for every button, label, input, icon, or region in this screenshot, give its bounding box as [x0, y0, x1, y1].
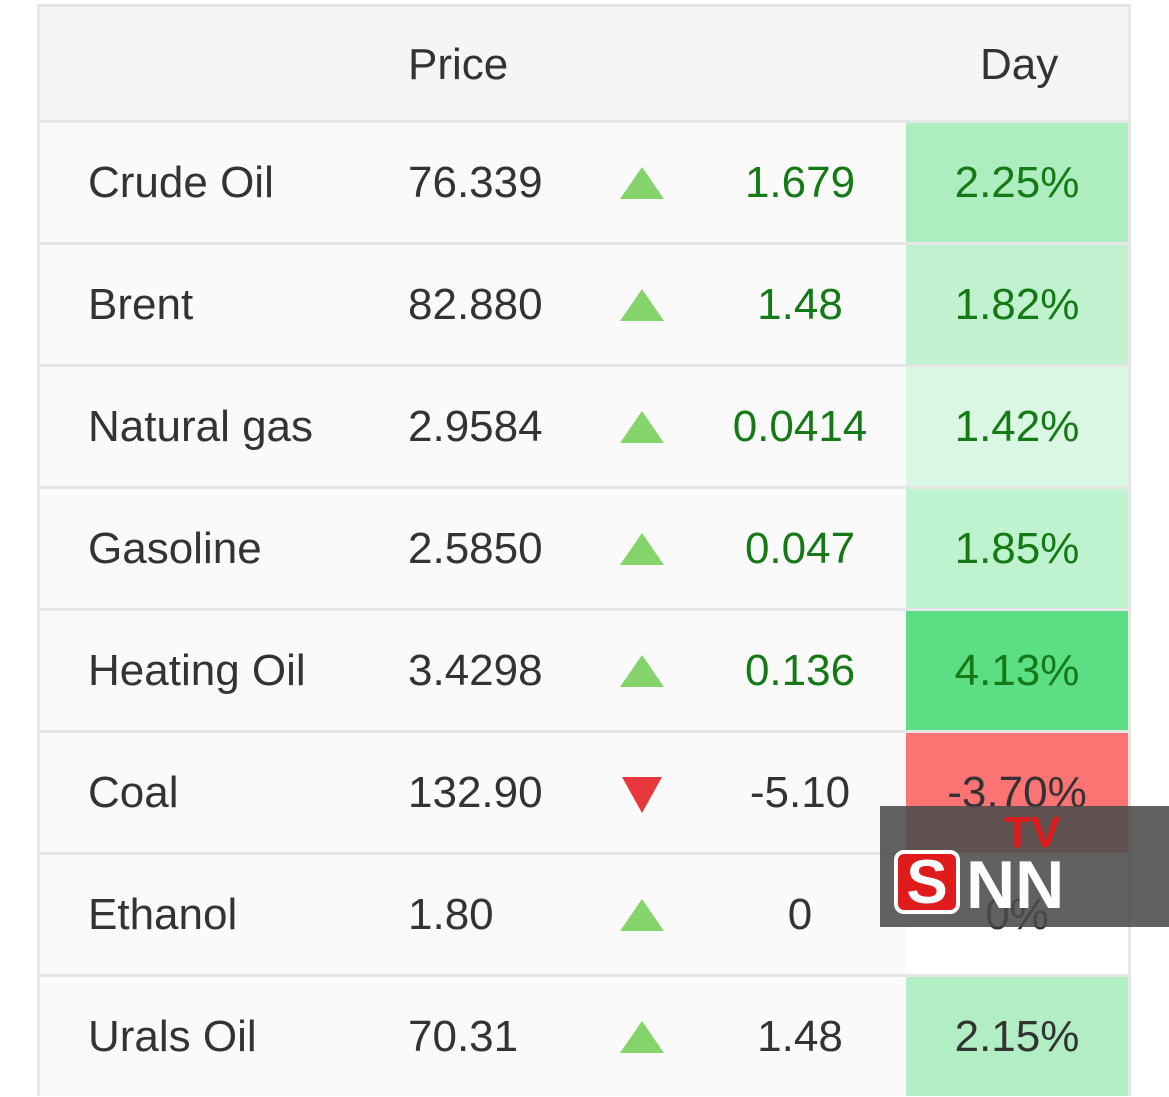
arrow-shape	[620, 167, 664, 199]
day-change: 1.82%	[906, 245, 1128, 364]
commodity-name: Urals Oil	[88, 1011, 257, 1061]
change: 0	[787, 889, 813, 939]
price: 2.9584	[408, 401, 543, 451]
commodity-name: Coal	[88, 767, 179, 817]
commodity-name: Natural gas	[88, 401, 314, 451]
arrow-shape	[620, 655, 664, 687]
change: -5.10	[749, 767, 851, 817]
price: 1.80	[408, 889, 494, 939]
change: 0.047	[744, 523, 856, 573]
change: 1.679	[744, 157, 856, 207]
table: Price Day Crude Oil 76.339 1.679 2.25% Brent…	[37, 4, 1131, 1096]
trend-arrow	[620, 167, 664, 199]
table-row: Urals Oil 70.31 1.48 2.15%	[40, 974, 1128, 1096]
table-row: Brent 82.880 1.48 1.82%	[40, 242, 1128, 364]
price: 132.90	[408, 767, 543, 817]
trend-arrow	[620, 411, 664, 443]
table-row: Heating Oil 3.4298 0.136 4.13%	[40, 608, 1128, 730]
change: 1.48	[757, 279, 843, 329]
commodity-name: Ethanol	[88, 889, 238, 939]
trend-arrow	[620, 289, 664, 321]
arrow-shape	[620, 411, 664, 443]
day-change: 2.25%	[906, 123, 1128, 242]
trend-arrow	[620, 655, 664, 687]
day-change: 1.85%	[906, 489, 1128, 608]
arrow-shape	[620, 1021, 664, 1053]
trend-arrow	[622, 777, 662, 813]
table-row: Crude Oil 76.339 1.679 2.25%	[40, 120, 1128, 242]
price: 82.880	[408, 279, 543, 329]
change: 0.0414	[732, 401, 868, 451]
logo-s: S	[894, 848, 960, 917]
day-header: Day	[980, 40, 1059, 89]
commodity-name: Gasoline	[88, 523, 262, 573]
change: 0.136	[744, 645, 856, 695]
commodity-name: Crude Oil	[88, 157, 274, 207]
logo-nn: NN	[966, 847, 1065, 923]
trend-arrow	[620, 533, 664, 565]
table-row: Natural gas 2.9584 0.0414 1.42%	[40, 364, 1128, 486]
header-row: Price Day	[40, 4, 1128, 123]
price: 3.4298	[408, 645, 543, 695]
day-change: 1.42%	[906, 367, 1128, 486]
arrow-shape	[620, 899, 664, 931]
price: 2.5850	[408, 523, 543, 573]
price: 76.339	[408, 157, 543, 207]
trend-arrow	[620, 899, 664, 931]
price: 70.31	[408, 1011, 519, 1061]
logo-tv: TV	[1004, 808, 1061, 857]
change: 1.48	[757, 1011, 843, 1061]
arrow-shape	[620, 533, 664, 565]
day-change: 2.15%	[906, 977, 1128, 1096]
table-row: Coal 132.90 -5.10 -3.70%	[40, 730, 1128, 852]
price-header: Price	[408, 40, 509, 89]
arrow-shape	[620, 289, 664, 321]
day-change: 4.13%	[906, 611, 1128, 730]
trend-arrow	[620, 1021, 664, 1053]
table-row: Gasoline 2.5850 0.047 1.85%	[40, 486, 1128, 608]
watermark: S NN TV	[880, 806, 1169, 927]
arrow-shape	[622, 777, 662, 813]
commodity-name: Heating Oil	[88, 645, 306, 695]
commodity-name: Brent	[88, 279, 194, 329]
